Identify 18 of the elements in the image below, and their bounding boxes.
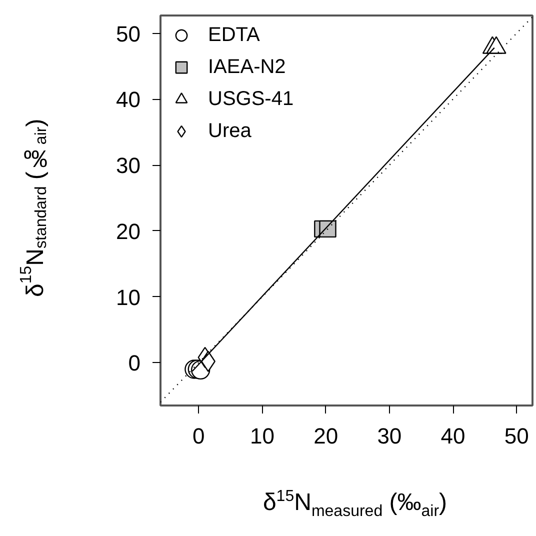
legend-label: IAEA-N2 (208, 56, 286, 78)
x-tick-label: 30 (377, 424, 402, 448)
x-tick-label: 10 (250, 424, 274, 448)
y-tick-label: 0 (128, 350, 141, 376)
legend-label: USGS-41 (208, 88, 294, 110)
x-axis-title: δ$^{15}$N$_{measured}$ (‰$_{air}$) (262, 488, 448, 520)
x-tick-label: 20 (314, 424, 338, 448)
y-tick-label: 20 (116, 218, 141, 244)
point (486, 36, 506, 54)
legend-label: Urea (208, 120, 252, 142)
x-tick-label: 0 (192, 424, 205, 448)
y-tick-label: 30 (116, 153, 141, 178)
x-tick-label: 50 (504, 424, 529, 448)
legend-label: EDTA (208, 24, 260, 46)
x-tick-label: 40 (440, 424, 466, 448)
y-tick-label: 50 (116, 21, 141, 46)
y-tick-label: 40 (116, 87, 141, 112)
y-tick-label: 10 (116, 284, 141, 310)
